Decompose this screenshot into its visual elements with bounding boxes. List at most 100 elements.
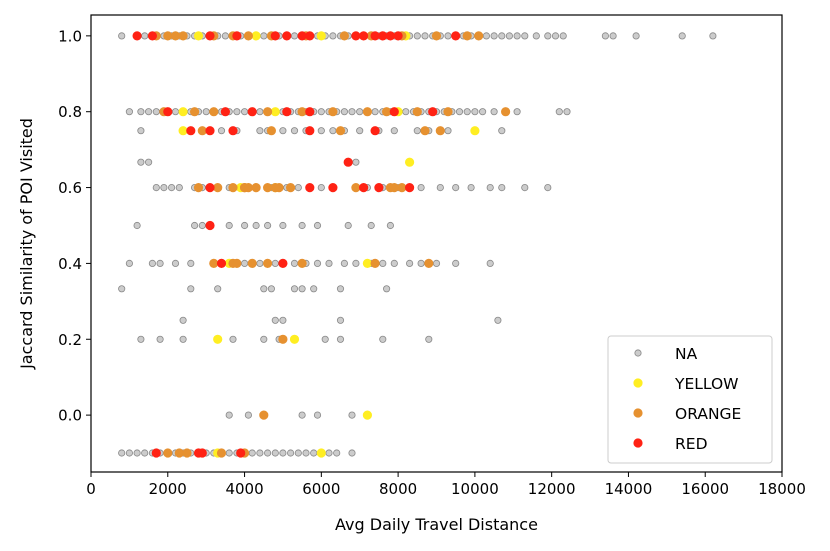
- legend-marker-na: [634, 349, 642, 357]
- point-orange: [500, 107, 511, 117]
- point-na: [325, 259, 333, 267]
- point-na: [313, 411, 322, 419]
- point-red: [370, 31, 380, 41]
- point-na: [390, 127, 398, 135]
- x-tick-label: 10000: [451, 480, 499, 498]
- point-orange: [335, 126, 346, 136]
- point-orange: [370, 258, 380, 268]
- point-na: [225, 411, 233, 419]
- point-orange: [209, 258, 219, 268]
- point-red: [358, 183, 369, 193]
- point-na: [486, 259, 494, 267]
- point-na: [256, 259, 264, 267]
- point-na: [298, 285, 306, 293]
- point-na: [313, 221, 322, 230]
- point-na: [137, 108, 145, 116]
- y-axis-label: Jaccard Similarity of POI Visited: [17, 118, 36, 370]
- point-na: [279, 316, 287, 324]
- legend-label-red: RED: [675, 435, 708, 453]
- point-na: [171, 108, 180, 116]
- point-na: [348, 449, 356, 457]
- point-na: [498, 32, 506, 40]
- point-red: [205, 220, 215, 231]
- point-na: [141, 449, 149, 457]
- point-na: [336, 316, 345, 324]
- point-na: [252, 221, 260, 230]
- legend-frame: [607, 335, 773, 464]
- point-red: [305, 126, 315, 136]
- point-na: [325, 449, 333, 457]
- point-na: [302, 449, 310, 457]
- point-red: [305, 183, 315, 193]
- point-red: [132, 31, 142, 41]
- point-na: [279, 221, 287, 230]
- point-na: [294, 184, 302, 192]
- point-na: [513, 108, 521, 116]
- point-yellow: [213, 334, 223, 344]
- x-tick-label: 6000: [302, 480, 340, 498]
- point-red: [305, 31, 315, 41]
- point-na: [152, 108, 160, 116]
- point-na: [367, 221, 375, 230]
- x-axis-label: Avg Daily Travel Distance: [335, 515, 538, 534]
- point-na: [191, 221, 199, 230]
- point-na: [290, 285, 299, 293]
- point-na: [171, 259, 180, 267]
- point-na: [202, 108, 210, 116]
- point-orange: [474, 31, 484, 41]
- point-orange: [182, 448, 192, 458]
- point-red: [297, 31, 307, 41]
- point-na: [152, 184, 160, 192]
- point-na: [494, 316, 502, 324]
- point-orange: [163, 31, 173, 41]
- point-na: [263, 221, 272, 230]
- point-na: [678, 32, 686, 40]
- point-red: [228, 126, 238, 136]
- point-red: [374, 183, 384, 193]
- point-na: [632, 32, 640, 40]
- point-na: [168, 184, 176, 192]
- point-red: [404, 183, 415, 193]
- point-orange: [297, 107, 307, 117]
- point-na: [436, 184, 444, 192]
- point-red: [385, 31, 395, 41]
- point-na: [329, 32, 337, 40]
- point-na: [125, 449, 133, 457]
- point-orange: [232, 258, 242, 268]
- point-na: [156, 335, 164, 343]
- point-na: [294, 449, 302, 457]
- legend-marker-orange: [633, 408, 643, 418]
- data-points: [118, 31, 717, 458]
- point-orange: [251, 183, 261, 193]
- point-na: [137, 127, 145, 135]
- point-yellow: [193, 31, 204, 41]
- point-na: [317, 108, 325, 116]
- point-na: [233, 108, 241, 116]
- point-red: [358, 31, 369, 41]
- point-na: [241, 259, 249, 267]
- y-tick-label: 0.0: [58, 407, 82, 425]
- point-na: [498, 184, 506, 192]
- point-orange: [174, 448, 184, 458]
- point-na: [145, 108, 153, 116]
- legend-marker-yellow: [633, 378, 643, 388]
- point-orange: [266, 126, 276, 136]
- point-na: [390, 259, 398, 267]
- point-na: [563, 108, 571, 116]
- point-red: [351, 31, 361, 41]
- point-orange: [262, 258, 273, 268]
- x-tick-label: 4000: [225, 480, 263, 498]
- point-red: [428, 107, 438, 117]
- point-orange: [262, 107, 273, 117]
- point-na: [260, 285, 268, 293]
- point-orange: [270, 183, 280, 193]
- x-tick-label: 0: [86, 480, 96, 498]
- point-na: [371, 108, 379, 116]
- point-yellow: [270, 107, 280, 117]
- plot-frame: [90, 14, 783, 473]
- point-red: [220, 107, 230, 117]
- point-na: [452, 259, 460, 267]
- point-red: [205, 31, 215, 41]
- series-orange: [151, 31, 511, 458]
- x-tick-label: 14000: [605, 480, 653, 498]
